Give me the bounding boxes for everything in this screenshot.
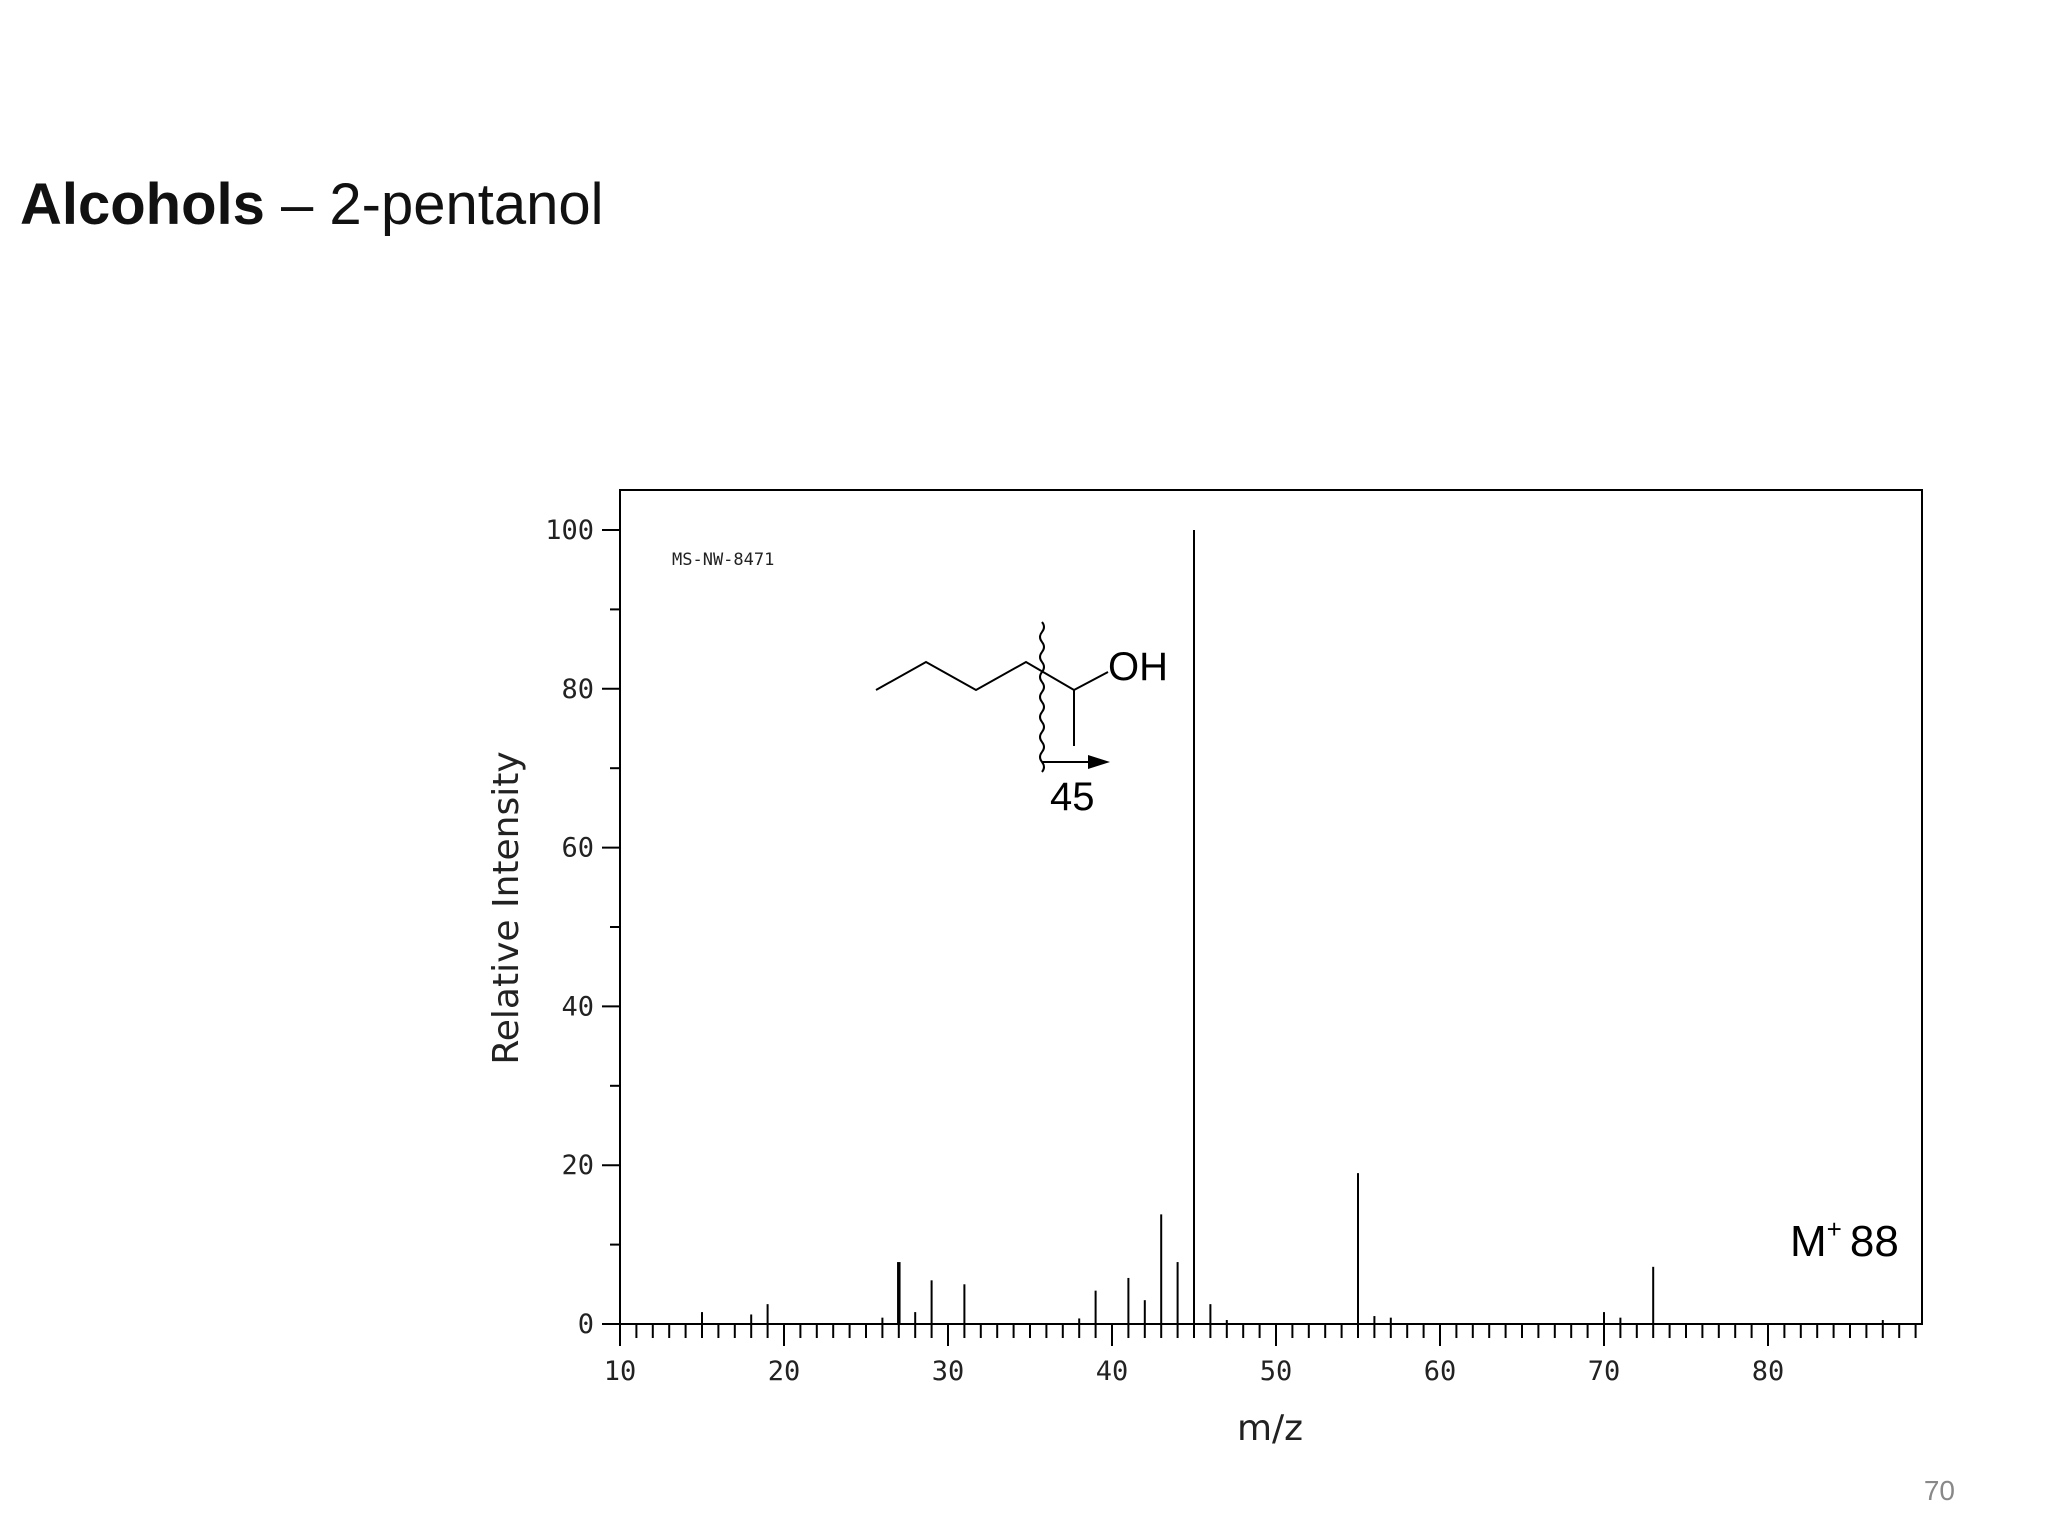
y-tick-label: 0 [578,1309,594,1340]
y-tick-label: 20 [561,1150,594,1181]
molecular-ion-annotation: M+ 88 [1790,1214,1899,1266]
fragment-arrow-head [1088,755,1110,769]
y-axis-title: Relative Intensity [486,751,527,1064]
y-axis-tick-labels: 0 20 40 60 80 100 [545,515,594,1340]
x-tick-label: 40 [1096,1356,1129,1387]
x-tick-label: 70 [1588,1356,1621,1387]
cleavage-wavy-line [1039,621,1045,773]
x-axis-tick-labels: 10 20 30 40 50 60 70 80 [604,1356,1785,1387]
x-tick-label: 20 [768,1356,801,1387]
y-tick-label: 100 [545,515,594,546]
slide-title-bold: Alcohols [20,172,265,237]
x-tick-label: 80 [1752,1356,1785,1387]
y-tick-label: 80 [561,674,594,705]
molecular-ion-symbol: M [1790,1217,1827,1266]
x-tick-label: 60 [1424,1356,1457,1387]
carbon-chain-bonds [875,660,1109,692]
spectrum-code: MS-NW-8471 [672,550,774,570]
spectrum-peaks [701,530,1884,1324]
y-tick-label: 60 [561,833,594,864]
plot-frame [619,489,1923,1325]
structure-2-pentanol: OH 45 [875,621,1168,819]
hydroxyl-label: OH [1108,645,1168,689]
y-tick-label: 40 [561,991,594,1022]
molecular-ion-charge: + [1827,1214,1842,1244]
fragment-mass-label: 45 [1050,775,1095,819]
molecular-ion-value: 88 [1850,1217,1899,1266]
x-tick-label: 50 [1260,1356,1293,1387]
slide-title: Alcohols – 2-pentanol [20,170,604,240]
x-axis-title: m/z [1237,1408,1303,1449]
y-axis-ticks [602,529,620,1325]
x-axis-ticks [619,1324,1917,1346]
x-tick-label: 10 [604,1356,637,1387]
slide-title-rest: – 2-pentanol [264,172,604,237]
x-tick-label: 30 [932,1356,965,1387]
page-number: 70 [1924,1475,1955,1506]
